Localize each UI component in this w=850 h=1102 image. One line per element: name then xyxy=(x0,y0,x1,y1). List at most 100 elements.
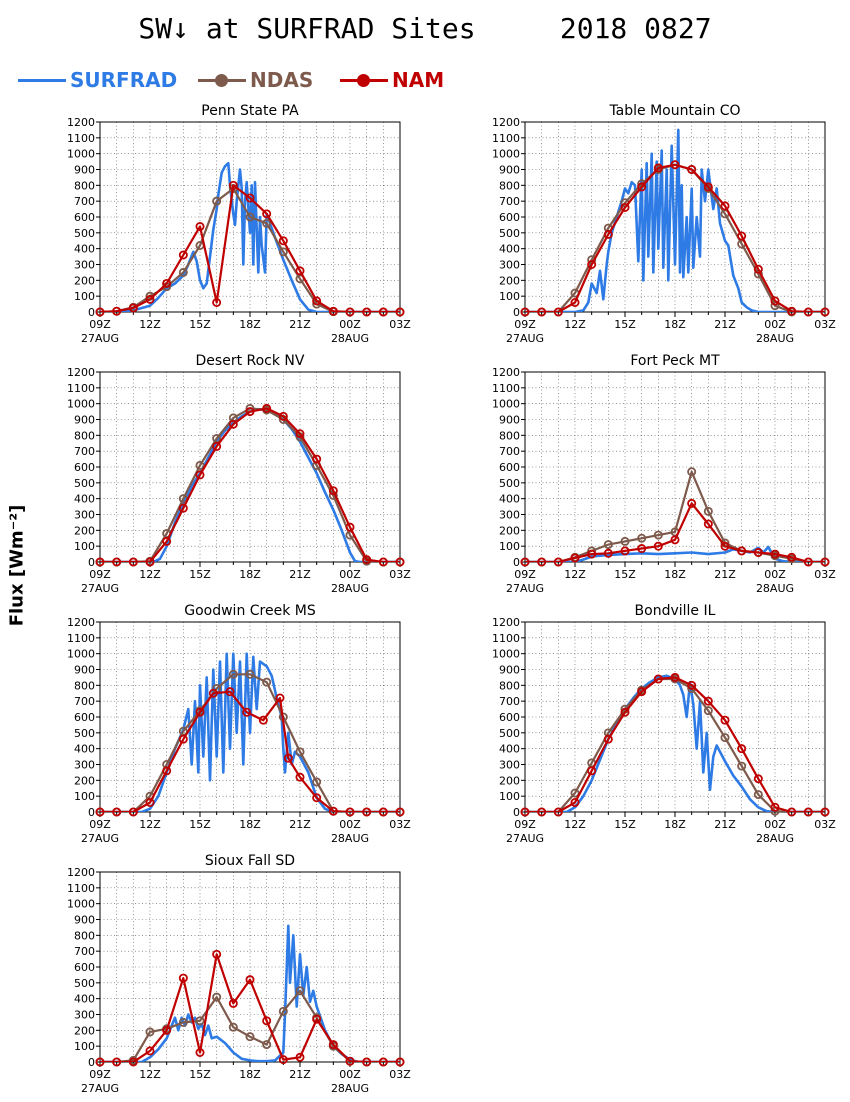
series-marker-ndas xyxy=(245,212,255,222)
y-tick-label: 800 xyxy=(74,429,95,442)
x-tick-label: 12Z xyxy=(564,318,586,331)
x-tick-label: 12Z xyxy=(139,318,161,331)
y-tick-label: 1100 xyxy=(67,382,95,395)
series-marker-nam xyxy=(703,182,713,192)
series-marker-nam xyxy=(245,193,255,203)
plot-area: Sioux Fall SD 0 100 200 300 400 500 600 700 800 90… xyxy=(67,853,411,1095)
series-marker-nam xyxy=(570,553,580,563)
y-tick-label: 100 xyxy=(499,790,520,803)
x-date-label: 27AUG xyxy=(506,332,544,345)
y-tick-label: 0 xyxy=(513,556,520,569)
series-marker-nam xyxy=(262,403,272,413)
series-marker-ndas xyxy=(228,1022,238,1032)
series-marker-nam xyxy=(162,1025,172,1035)
legend-swatch-surfrad xyxy=(18,79,66,82)
y-tick-label: 200 xyxy=(74,774,95,787)
plot-area: Fort Peck MT 0 100 200 300 400 500 600 700 800 900… xyxy=(492,353,836,595)
series-marker-nam xyxy=(603,229,613,239)
y-tick-label: 800 xyxy=(499,429,520,442)
x-tick-label: 15Z xyxy=(189,818,211,831)
x-tick-label: 15Z xyxy=(614,318,636,331)
y-tick-label: 900 xyxy=(74,914,95,927)
series-marker-nam xyxy=(112,306,122,316)
series-marker-ndas xyxy=(245,669,255,679)
series-marker-nam xyxy=(687,165,697,175)
x-tick-label: 21Z xyxy=(714,318,736,331)
series-marker-nam xyxy=(212,297,222,307)
series-marker-ndas xyxy=(145,1027,155,1037)
y-tick-label: 100 xyxy=(499,290,520,303)
series-line-nam xyxy=(525,163,825,312)
y-tick-label: 400 xyxy=(74,493,95,506)
series-marker-nam xyxy=(687,498,697,508)
x-tick-label: 00Z xyxy=(339,818,361,831)
series-marker-ndas xyxy=(245,1032,255,1042)
series-marker-nam xyxy=(178,250,188,260)
series-marker-nam xyxy=(537,307,547,317)
y-tick-label: 1100 xyxy=(67,132,95,145)
series-marker-nam xyxy=(603,734,613,744)
x-tick-label: 12Z xyxy=(564,568,586,581)
series-marker-nam xyxy=(395,557,405,567)
series-marker-nam xyxy=(245,407,255,417)
panel-title: Desert Rock NV xyxy=(196,353,305,369)
x-tick-label: 12Z xyxy=(564,818,586,831)
series-marker-nam xyxy=(212,949,222,959)
series-marker-nam xyxy=(670,535,680,545)
y-tick-label: 1200 xyxy=(67,866,95,879)
series-marker-ndas xyxy=(703,706,713,716)
series-marker-ndas xyxy=(720,733,730,743)
series-marker-nam xyxy=(328,1040,338,1050)
y-tick-label: 400 xyxy=(499,243,520,256)
series-marker-ndas xyxy=(195,460,205,470)
series-marker-nam xyxy=(328,486,338,496)
series-marker-nam xyxy=(345,1056,355,1066)
y-tick-label: 500 xyxy=(74,227,95,240)
series-marker-ndas xyxy=(737,761,747,771)
plot-area: Table Mountain CO 0 100 200 300 400 500 600 700 8… xyxy=(492,103,836,345)
x-tick-label: 21Z xyxy=(289,1068,311,1081)
series-marker-nam xyxy=(95,1057,105,1067)
legend-label-ndas: NDAS xyxy=(250,68,314,92)
series-marker-nam xyxy=(328,806,338,816)
y-tick-label: 1200 xyxy=(67,116,95,129)
y-tick-label: 700 xyxy=(74,445,95,458)
x-tick-label: 15Z xyxy=(189,318,211,331)
y-tick-label: 0 xyxy=(88,306,95,319)
series-marker-nam xyxy=(162,766,172,776)
series-marker-nam xyxy=(653,541,663,551)
series-marker-nam xyxy=(553,807,563,817)
series-marker-nam xyxy=(587,549,597,559)
series-marker-nam xyxy=(145,1046,155,1056)
x-tick-label: 03Z xyxy=(814,568,836,581)
series-marker-ndas xyxy=(653,530,663,540)
series-marker-nam xyxy=(570,797,580,807)
series-marker-ndas xyxy=(703,506,713,516)
y-tick-label: 500 xyxy=(74,727,95,740)
series-marker-nam xyxy=(95,307,105,317)
series-marker-nam xyxy=(278,236,288,246)
series-line-ndas xyxy=(100,673,400,812)
series-marker-nam xyxy=(345,522,355,532)
y-tick-label: 100 xyxy=(499,540,520,553)
series-marker-nam xyxy=(162,536,172,546)
y-tick-label: 400 xyxy=(74,243,95,256)
series-marker-nam xyxy=(670,160,680,170)
series-marker-nam xyxy=(537,807,547,817)
series-marker-nam xyxy=(312,1014,322,1024)
x-date-label: 27AUG xyxy=(81,832,119,845)
series-marker-ndas xyxy=(195,1016,205,1026)
x-tick-label: 18Z xyxy=(239,568,261,581)
series-marker-nam xyxy=(653,163,663,173)
series-marker-nam xyxy=(195,222,205,232)
x-tick-label: 09Z xyxy=(514,568,536,581)
y-tick-label: 1000 xyxy=(492,648,520,661)
series-marker-nam xyxy=(128,807,138,817)
series-marker-nam xyxy=(262,1016,272,1026)
x-tick-label: 18Z xyxy=(664,818,686,831)
y-tick-label: 1100 xyxy=(492,632,520,645)
y-tick-label: 200 xyxy=(499,274,520,287)
x-date-label: 27AUG xyxy=(81,1082,119,1095)
series-marker-ndas xyxy=(212,992,222,1002)
series-marker-nam xyxy=(178,734,188,744)
